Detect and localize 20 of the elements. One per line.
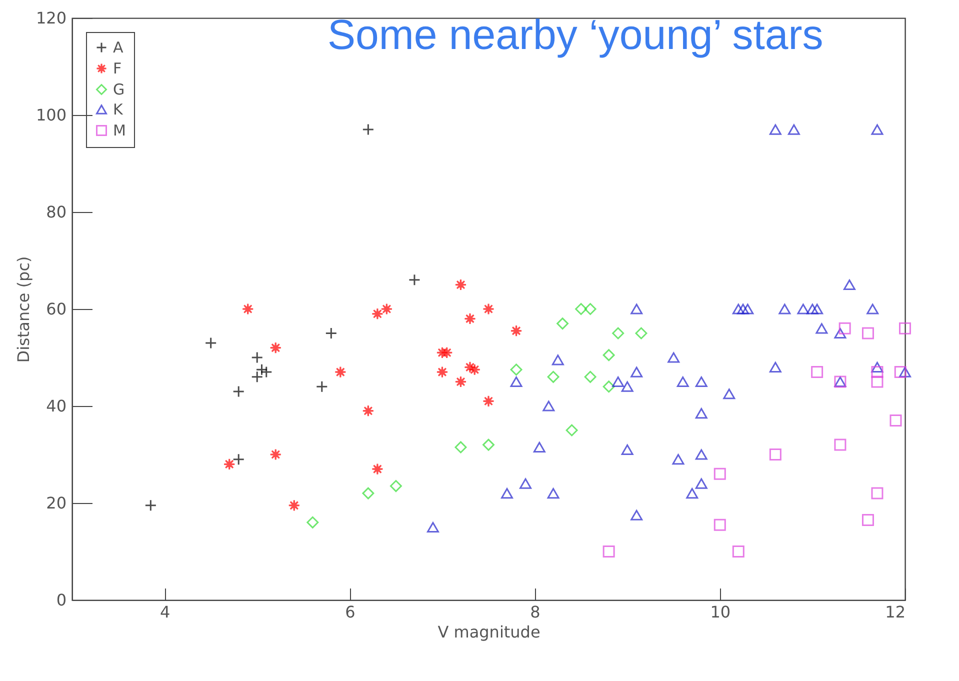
y-tick-label: 120	[36, 8, 66, 28]
x-axis-title: V magnitude	[438, 622, 540, 642]
legend-label: G	[113, 80, 125, 98]
y-tick-label: 20	[46, 494, 66, 512]
y-tick-label: 100	[36, 106, 66, 124]
x-tick-label: 10	[710, 602, 731, 622]
legend-label: A	[113, 38, 124, 56]
chart-title: Some nearby ‘young’ stars	[328, 11, 824, 58]
x-tick-label: 4	[160, 602, 170, 622]
y-tick-label: 80	[46, 202, 66, 222]
x-tick-label: 6	[345, 602, 356, 622]
legend-label: K	[113, 100, 124, 118]
legend-label: M	[113, 122, 126, 140]
legend-label: F	[113, 60, 122, 78]
x-tick-label: 12	[885, 602, 906, 622]
y-tick-label: 40	[46, 396, 66, 416]
y-tick-label: 60	[46, 300, 66, 318]
y-axis-title: Distance (pc)	[14, 256, 33, 363]
x-tick-label: 8	[530, 602, 540, 622]
y-tick-label: 0	[56, 590, 66, 610]
